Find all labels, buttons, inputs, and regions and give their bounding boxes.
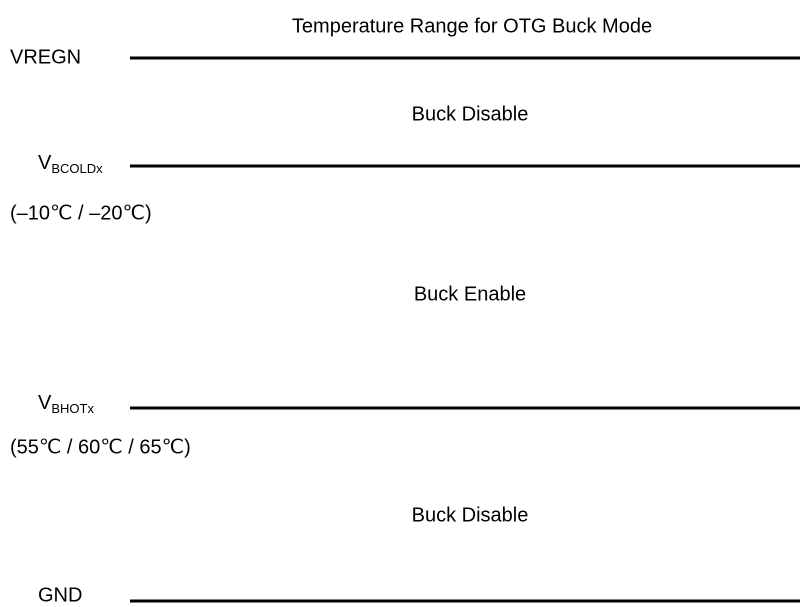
- region-label: Buck Enable: [414, 283, 526, 305]
- level-symbol: V: [38, 152, 52, 174]
- level-subscript: BCOLDx: [51, 161, 103, 176]
- level-note: (–10℃ / –20℃): [10, 202, 152, 224]
- region-label: Buck Disable: [412, 504, 529, 526]
- level-symbol: V: [38, 392, 52, 414]
- level-label: VBHOTx: [38, 392, 94, 416]
- level-note: (55℃ / 60℃ / 65℃): [10, 436, 191, 458]
- title: Temperature Range for OTG Buck Mode: [292, 15, 652, 37]
- region-label: Buck Disable: [412, 103, 529, 125]
- level-label: VREGN: [10, 46, 81, 68]
- level-label: GND: [38, 584, 82, 606]
- level-label: VBCOLDx: [38, 152, 103, 176]
- level-subscript: BHOTx: [51, 401, 94, 416]
